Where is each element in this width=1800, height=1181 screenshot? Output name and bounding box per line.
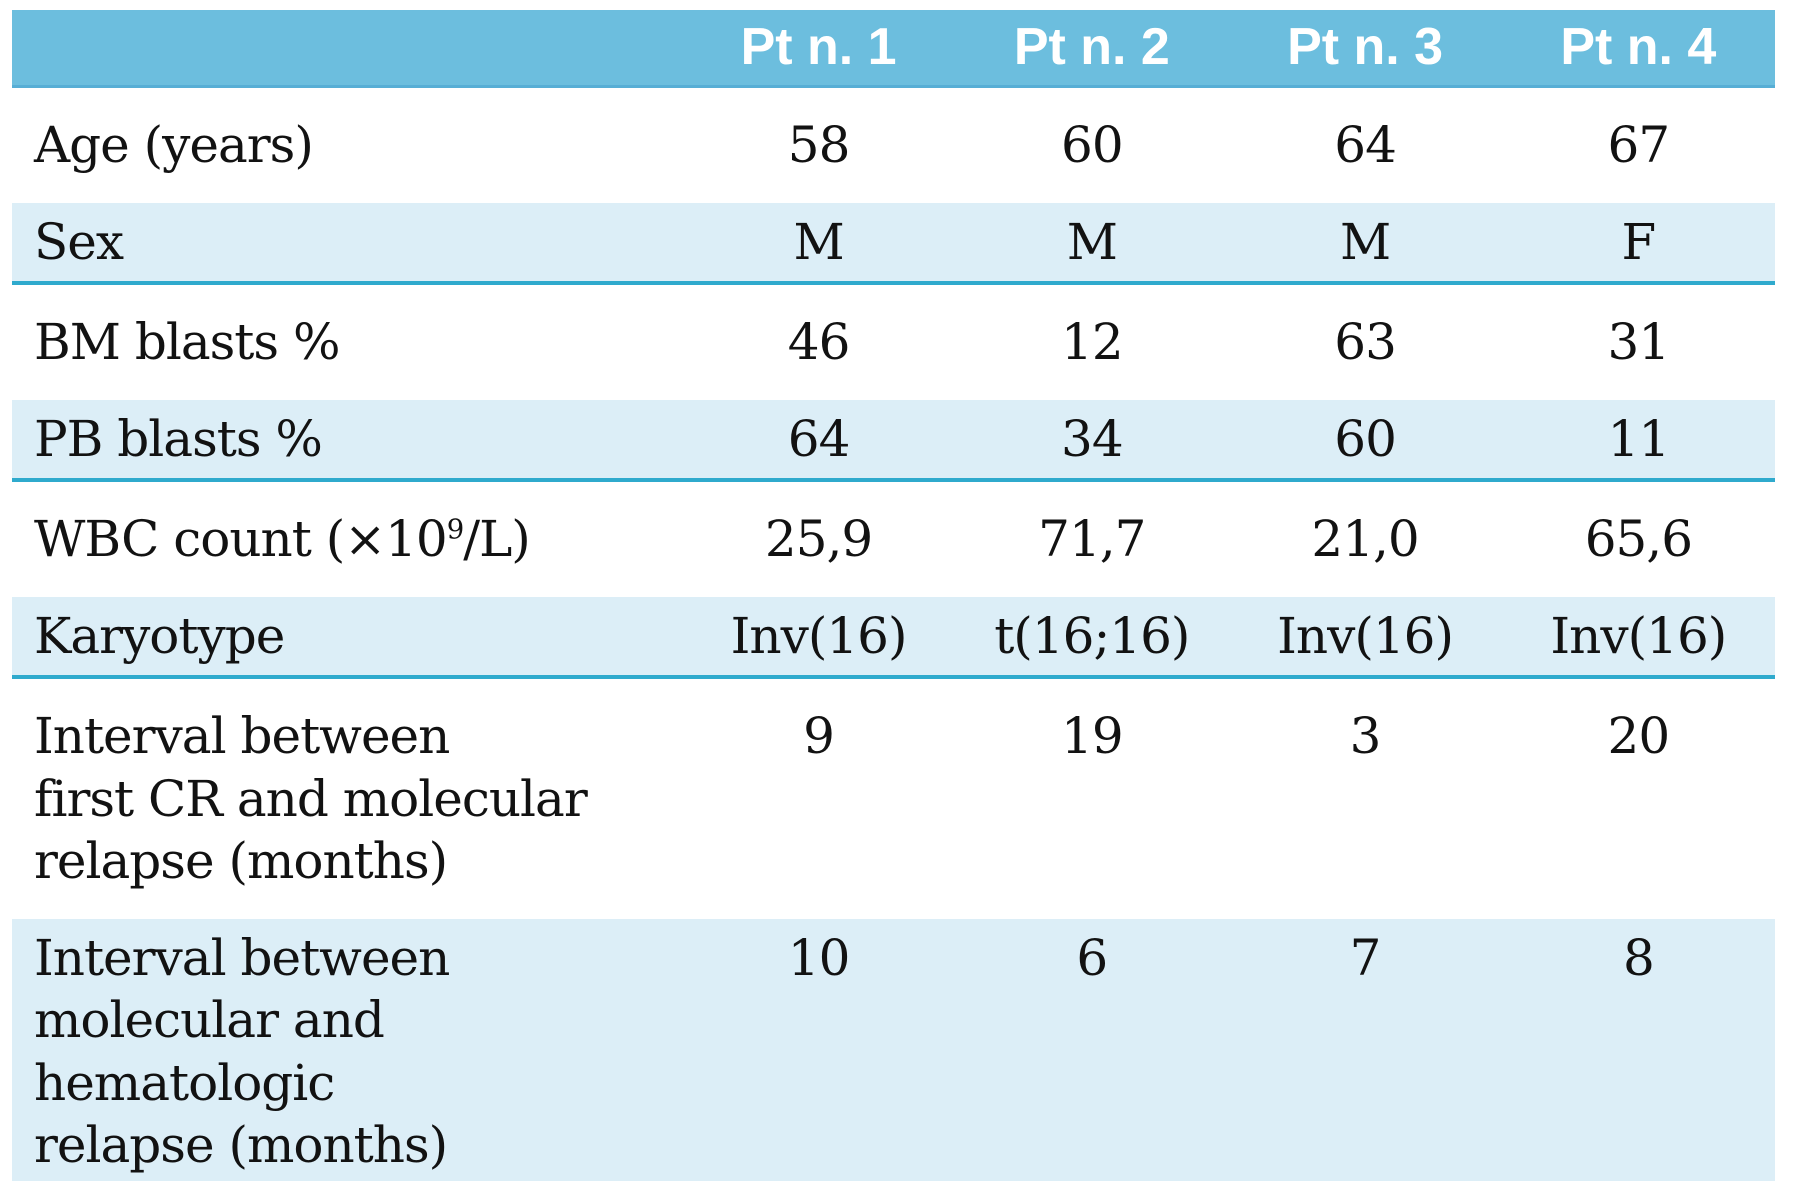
cell-value: 11 xyxy=(1501,399,1775,482)
cell-value: 63 xyxy=(1228,283,1502,400)
row-age: Age (years) 58 60 64 67 xyxy=(12,86,1775,203)
row-wbc-count: WBC count (×109/L) 25,9 71,7 21,0 65,6 xyxy=(12,480,1775,597)
cell-value: M xyxy=(681,202,956,285)
cell-value: 65,6 xyxy=(1501,480,1775,597)
row-label: Karyotype xyxy=(12,596,682,679)
cell-value: 60 xyxy=(1228,399,1502,482)
cell-value: 10 xyxy=(681,918,956,1181)
header-corner-cell xyxy=(12,10,682,88)
cell-value: 9 xyxy=(681,677,956,919)
cell-value: M xyxy=(1228,202,1502,285)
cell-value: 7 xyxy=(1228,918,1502,1181)
cell-value: 67 xyxy=(1501,86,1775,203)
wbc-label-superscript: 9 xyxy=(446,513,464,546)
patient-characteristics-table: Pt n. 1 Pt n. 2 Pt n. 3 Pt n. 4 Age (yea… xyxy=(12,10,1775,1181)
column-header-pt3: Pt n. 3 xyxy=(1228,10,1502,88)
table-header: Pt n. 1 Pt n. 2 Pt n. 3 Pt n. 4 xyxy=(12,10,1775,88)
cell-value: M xyxy=(955,202,1229,285)
row-pb-blasts: PB blasts % 64 34 60 11 xyxy=(12,399,1775,482)
row-label: BM blasts % xyxy=(12,283,682,400)
cell-value: 58 xyxy=(681,86,956,203)
cell-value: 31 xyxy=(1501,283,1775,400)
row-label: Age (years) xyxy=(12,86,682,203)
cell-value: 34 xyxy=(955,399,1229,482)
row-bm-blasts: BM blasts % 46 12 63 31 xyxy=(12,283,1775,400)
cell-value: Inv(16) xyxy=(681,596,956,679)
cell-value: 20 xyxy=(1501,677,1775,919)
cell-value: 3 xyxy=(1228,677,1502,919)
row-karyotype: Karyotype Inv(16) t(16;16) Inv(16) Inv(1… xyxy=(12,596,1775,679)
cell-value: 64 xyxy=(681,399,956,482)
row-label: Sex xyxy=(12,202,682,285)
cell-value: F xyxy=(1501,202,1775,285)
cell-value: 8 xyxy=(1501,918,1775,1181)
cell-value: 12 xyxy=(955,283,1229,400)
column-header-pt4: Pt n. 4 xyxy=(1501,10,1775,88)
column-header-pt2: Pt n. 2 xyxy=(955,10,1229,88)
cell-value: 64 xyxy=(1228,86,1502,203)
cell-value: 6 xyxy=(955,918,1229,1181)
cell-value: 60 xyxy=(955,86,1229,203)
header-row: Pt n. 1 Pt n. 2 Pt n. 3 Pt n. 4 xyxy=(12,10,1775,88)
cell-value: t(16;16) xyxy=(955,596,1229,679)
cell-value: 71,7 xyxy=(955,480,1229,597)
cell-value: 21,0 xyxy=(1228,480,1502,597)
wbc-label-suffix: /L) xyxy=(463,510,531,568)
row-interval-molecular-hematologic: Interval between molecular and hematolog… xyxy=(12,918,1775,1181)
row-interval-cr-molecular: Interval between first CR and molecular … xyxy=(12,677,1775,919)
cell-value: Inv(16) xyxy=(1228,596,1502,679)
cell-value: 46 xyxy=(681,283,956,400)
wbc-label-prefix: WBC count (×10 xyxy=(34,510,448,568)
row-sex: Sex M M M F xyxy=(12,202,1775,285)
table-body: Age (years) 58 60 64 67 Sex M M M F BM b… xyxy=(12,86,1775,1181)
cell-value: 25,9 xyxy=(681,480,956,597)
column-header-pt1: Pt n. 1 xyxy=(681,10,956,88)
cell-value: Inv(16) xyxy=(1501,596,1775,679)
row-label: PB blasts % xyxy=(12,399,682,482)
row-label: Interval between first CR and molecular … xyxy=(12,677,682,919)
row-label: WBC count (×109/L) xyxy=(12,480,682,597)
row-label: Interval between molecular and hematolog… xyxy=(12,918,682,1181)
cell-value: 19 xyxy=(955,677,1229,919)
